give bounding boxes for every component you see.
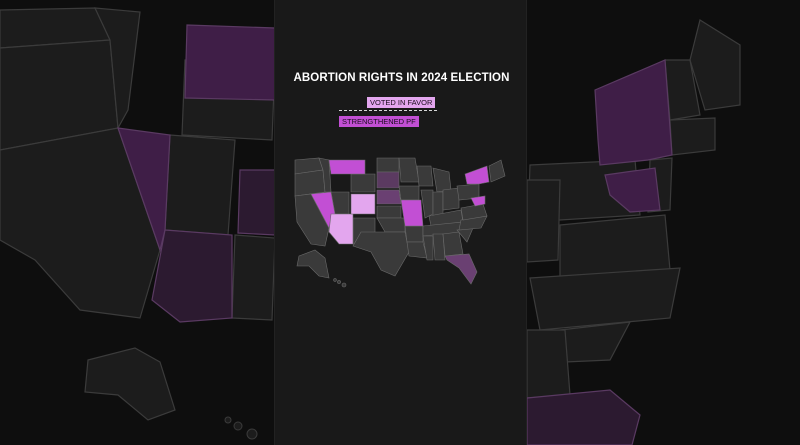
- bg-state-southcarolina: [559, 321, 632, 363]
- bg-state-georgia: [526, 329, 571, 399]
- bg-state-newmexico: [231, 234, 276, 321]
- state-oklahoma: [376, 217, 406, 233]
- state-louisiana: [406, 241, 428, 259]
- state-alaska: [296, 249, 330, 279]
- hawaii-island-3: [341, 282, 347, 288]
- bg-island-2: [233, 421, 243, 431]
- bg-island-1: [224, 416, 232, 424]
- legend-voted-in-favor: VOTED IN FAVOR: [367, 97, 436, 108]
- state-illinois: [420, 189, 434, 219]
- bg-state-utah: [164, 134, 236, 236]
- state-missouri: [400, 199, 424, 227]
- bg-island-3: [246, 428, 258, 440]
- bg-state-maryland: [604, 167, 661, 213]
- bg-state-ohio: [526, 179, 561, 263]
- legend-label-voted-in-favor: VOTED IN FAVOR: [367, 97, 436, 108]
- bg-state-northcarolina: [529, 267, 681, 331]
- state-michigan: [432, 167, 452, 193]
- state-newengland: [488, 159, 506, 183]
- state-colorado: [350, 193, 376, 215]
- bg-state-colorado: [237, 169, 276, 236]
- bg-state-alaska: [84, 347, 176, 421]
- state-newyork: [464, 165, 490, 185]
- state-maryland: [470, 195, 486, 207]
- bg-state-montana: [184, 24, 276, 101]
- state-wyoming: [350, 173, 376, 193]
- state-iowa: [398, 185, 420, 201]
- state-minnesota: [398, 157, 420, 183]
- bg-state-florida: [526, 389, 641, 445]
- state-northdakota: [376, 157, 400, 173]
- state-arizona: [328, 213, 354, 245]
- state-georgia: [442, 231, 464, 257]
- state-kansas: [376, 205, 402, 219]
- legend-label-strengthened: STRENGTHENED PF: [339, 116, 419, 127]
- state-southdakota: [376, 171, 400, 189]
- state-mississippi: [422, 235, 434, 261]
- bg-state-newyork: [594, 59, 673, 166]
- state-wisconsin: [416, 165, 434, 187]
- state-florida: [444, 253, 478, 285]
- state-arkansas: [404, 225, 424, 243]
- legend-strengthened: STRENGTHENED PF: [339, 116, 419, 127]
- state-nebraska: [376, 189, 402, 205]
- state-texas: [352, 231, 410, 277]
- bg-state-maine: [689, 19, 741, 111]
- legend-divider: [339, 110, 437, 111]
- bg-state-arizona: [151, 229, 233, 323]
- state-montana: [328, 159, 366, 175]
- state-alabama: [432, 233, 446, 261]
- bg-state-idaho: [94, 7, 141, 130]
- state-indiana: [432, 191, 444, 217]
- state-ohio: [442, 187, 460, 211]
- hawaii-island-2: [337, 280, 341, 284]
- bg-state-newengland: [669, 117, 716, 156]
- center-panel: ABORTION RIGHTS IN 2024 ELECTION VOTED I…: [274, 0, 527, 445]
- bg-state-virginia: [559, 214, 671, 279]
- hawaii-island-1: [333, 278, 337, 282]
- map-title: ABORTION RIGHTS IN 2024 ELECTION: [293, 72, 510, 84]
- us-map: [294, 157, 506, 288]
- state-oregon: [294, 169, 326, 197]
